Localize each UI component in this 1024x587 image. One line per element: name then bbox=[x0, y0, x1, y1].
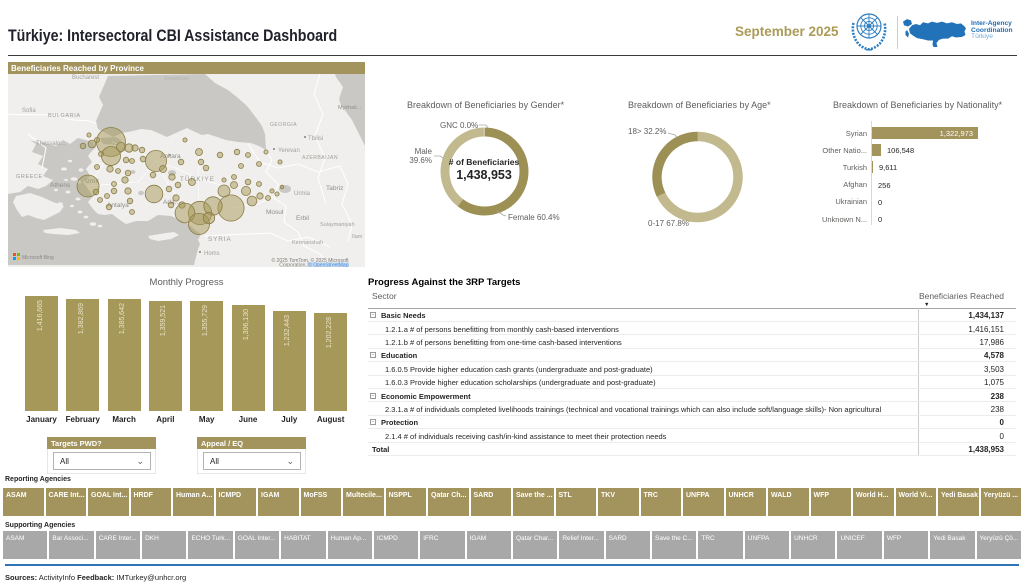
svg-text:Ilam: Ilam bbox=[352, 234, 363, 240]
svg-text:Corporation, © OpenStreetMap: Corporation, © OpenStreetMap bbox=[279, 262, 348, 267]
svg-text:Sulaymaniyah: Sulaymaniyah bbox=[320, 222, 355, 228]
svg-text:AZERBAIJAN: AZERBAIJAN bbox=[302, 155, 338, 161]
svg-text:BULGARIA: BULGARIA bbox=[48, 113, 81, 119]
svg-text:© 2025 TomTom, © 2025 Microsof: © 2025 TomTom, © 2025 Microsoft bbox=[271, 257, 349, 264]
svg-text:Thessalo...: Thessalo... bbox=[36, 141, 66, 147]
svg-text:Sofia: Sofia bbox=[22, 108, 36, 114]
svg-text:Microsoft Bing: Microsoft Bing bbox=[22, 255, 54, 261]
svg-text:Yerevan: Yerevan bbox=[278, 148, 300, 154]
svg-text:Tbilisi: Tbilisi bbox=[308, 136, 323, 142]
svg-text:Sevastopol: Sevastopol bbox=[164, 76, 189, 82]
svg-text:Ankara: Ankara bbox=[160, 153, 181, 160]
svg-text:GREECE: GREECE bbox=[16, 174, 43, 180]
svg-text:Kermanshah: Kermanshah bbox=[292, 240, 323, 246]
svg-text:Bucharest: Bucharest bbox=[72, 75, 99, 81]
svg-text:Urmia: Urmia bbox=[294, 191, 311, 197]
svg-text:Tabriz: Tabriz bbox=[326, 185, 343, 192]
svg-text:TÜRKIYE: TÜRKIYE bbox=[180, 176, 215, 183]
svg-text:Antalya: Antalya bbox=[107, 202, 129, 209]
svg-text:Mykhail...: Mykhail... bbox=[338, 105, 362, 111]
svg-text:Mosul: Mosul bbox=[266, 209, 284, 216]
svg-text:Erbil: Erbil bbox=[296, 215, 310, 222]
svg-text:Homs: Homs bbox=[204, 251, 220, 257]
svg-text:Athens: Athens bbox=[50, 182, 71, 189]
svg-text:GEORGIA: GEORGIA bbox=[270, 122, 297, 128]
svg-text:SYRIA: SYRIA bbox=[208, 236, 232, 243]
